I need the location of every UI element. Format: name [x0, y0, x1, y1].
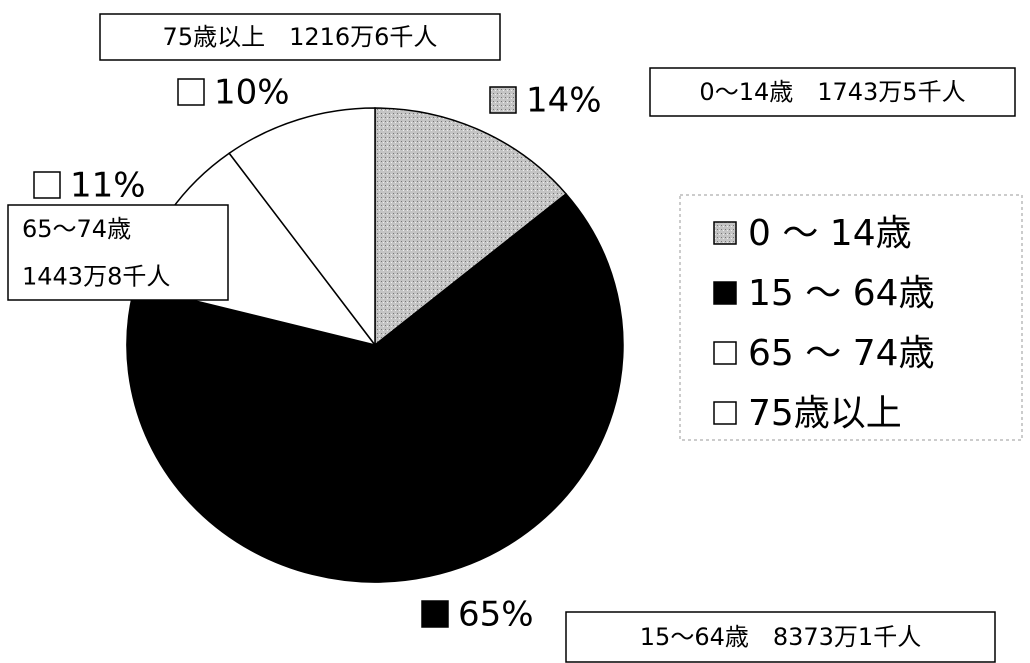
value-label: 65%	[458, 595, 534, 635]
label-swatch	[177, 78, 205, 106]
value-label: 11%	[70, 166, 146, 206]
annotation: 0～14歳 1743万5千人	[699, 78, 965, 106]
annotation: 1443万8千人	[22, 262, 170, 290]
legend-swatch	[713, 281, 737, 305]
legend-swatch	[713, 341, 737, 365]
pie-slice	[126, 192, 624, 583]
annotation: 75歳以上 1216万6千人	[163, 23, 438, 51]
annotation-box	[7, 204, 229, 301]
legend-swatch	[713, 401, 737, 425]
legend-label: 15 ～ 64歳	[748, 273, 935, 314]
legend-swatch	[713, 221, 737, 245]
legend-label: 0 ～ 14歳	[748, 213, 912, 254]
annotation-box	[649, 67, 1016, 117]
label-swatch	[33, 171, 61, 199]
legend-box	[679, 194, 1023, 441]
legend-label: 75歳以上	[748, 393, 902, 434]
pie-slice	[228, 107, 376, 348]
label-swatch	[489, 86, 517, 114]
pie-slice	[374, 107, 568, 347]
value-label: 10%	[214, 73, 290, 113]
annotation: 65～74歳	[22, 215, 131, 243]
legend-label: 65 ～ 74歳	[748, 333, 935, 374]
value-label: 14%	[526, 81, 602, 121]
annotation: 15～64歳 8373万1千人	[640, 623, 921, 651]
annotation-box	[99, 13, 501, 61]
annotation-box	[565, 611, 996, 663]
label-swatch	[421, 600, 449, 628]
